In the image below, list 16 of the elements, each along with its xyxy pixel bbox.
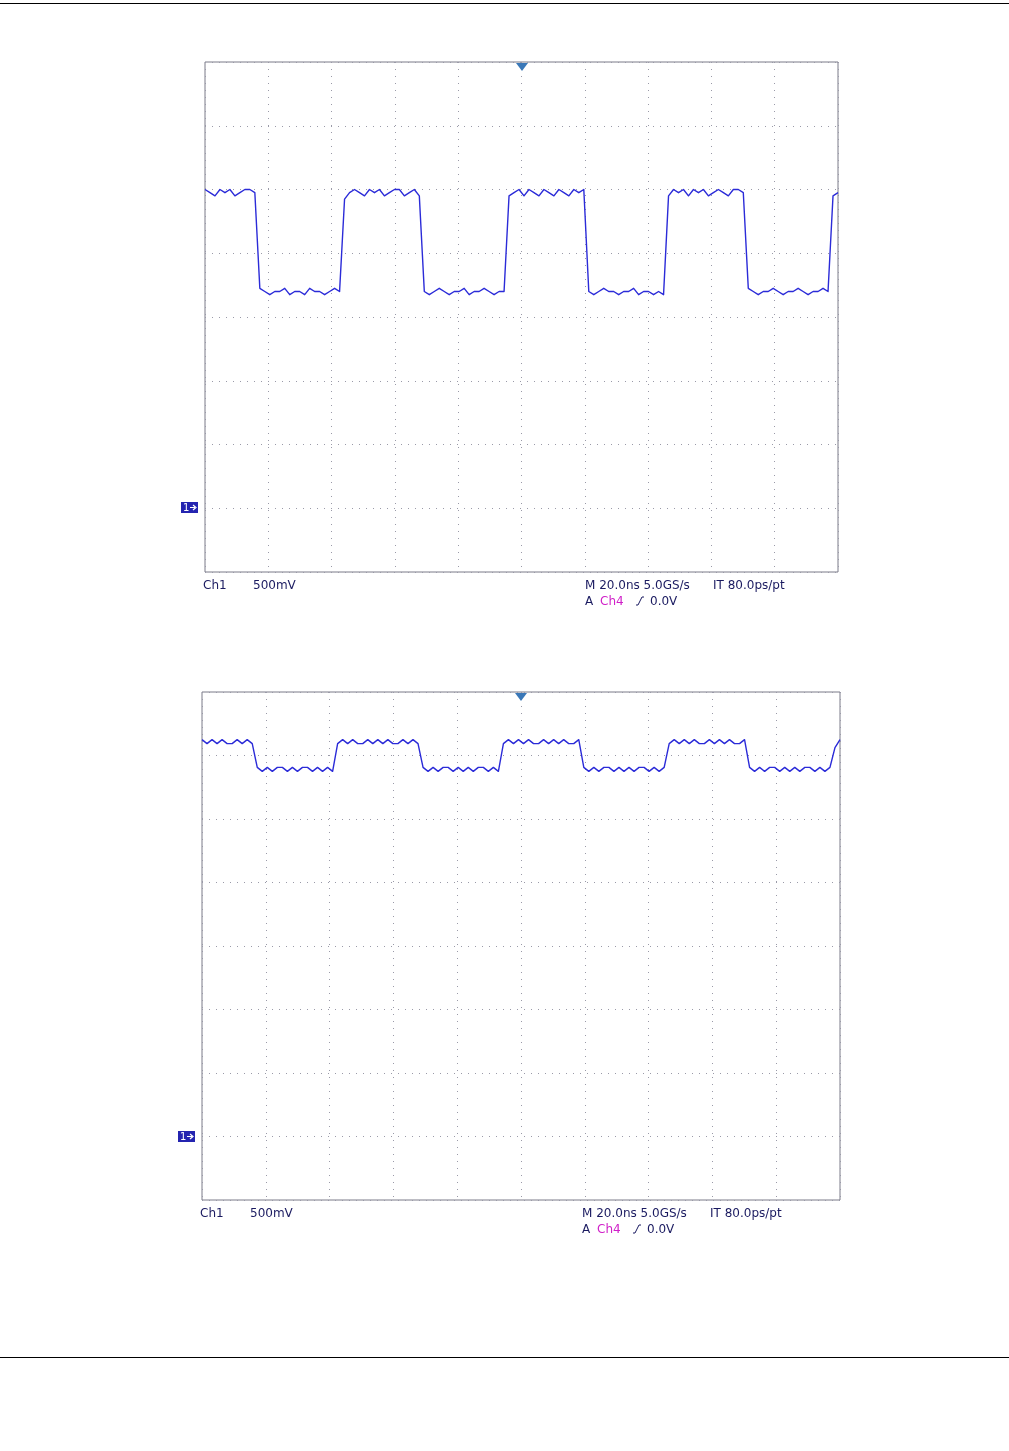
- text: Ch1: [200, 1206, 224, 1220]
- text: 500mV: [253, 578, 296, 592]
- text: M 20.0ns 5.0GS/s: [582, 1206, 687, 1220]
- text: 1: [180, 1130, 187, 1142]
- text: 0.0V: [647, 1222, 675, 1236]
- text: A: [585, 594, 594, 608]
- text: Ch4: [597, 1222, 621, 1236]
- text: IT 80.0ps/pt: [710, 1206, 782, 1220]
- text: Ch4: [600, 594, 624, 608]
- text: A: [582, 1222, 591, 1236]
- text: Ch1: [203, 578, 227, 592]
- text: 0.0V: [650, 594, 678, 608]
- text: 1: [183, 502, 190, 514]
- text: IT 80.0ps/pt: [713, 578, 785, 592]
- text: 500mV: [250, 1206, 293, 1220]
- text: M 20.0ns 5.0GS/s: [585, 578, 690, 592]
